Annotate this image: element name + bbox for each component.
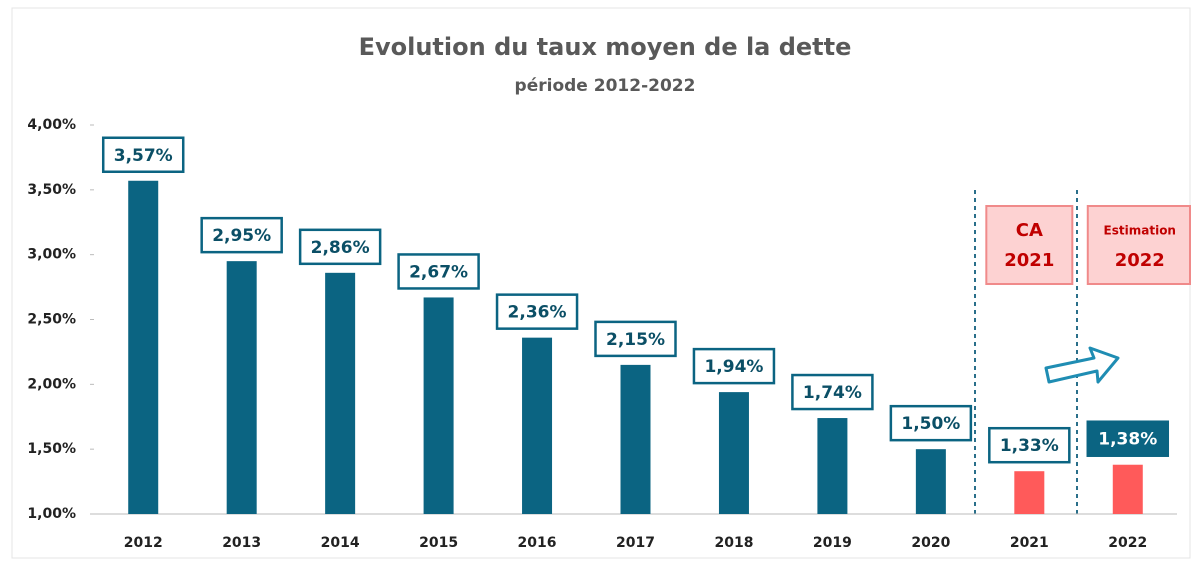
value-label: 1,33% — [1000, 436, 1059, 456]
value-label: 1,74% — [803, 383, 862, 403]
x-tick-label: 2020 — [911, 535, 950, 551]
x-tick-label: 2018 — [714, 535, 753, 551]
x-tick-label: 2019 — [813, 535, 852, 551]
value-label-box — [791, 373, 874, 411]
x-tick-label: 2014 — [321, 535, 360, 551]
value-label-box — [889, 404, 973, 442]
chart-title: Evolution du taux moyen de la dette — [359, 33, 852, 61]
annotation-text: Estimation — [1104, 224, 1176, 238]
value-label-box — [101, 136, 185, 174]
bar — [325, 272, 356, 514]
bar — [226, 261, 257, 514]
value-label: 1,94% — [704, 357, 763, 377]
chart-subtitle: période 2012-2022 — [515, 76, 696, 96]
value-label: 3,57% — [114, 146, 173, 166]
annotation-box — [985, 205, 1074, 285]
value-label: 2,95% — [212, 226, 271, 246]
value-label: 2,86% — [311, 238, 370, 258]
y-tick-label: 3,00% — [27, 247, 76, 263]
bar — [620, 364, 651, 514]
value-label: 2,15% — [606, 330, 665, 350]
y-tick-label: 2,00% — [27, 376, 76, 392]
y-tick-label: 1,00% — [27, 506, 76, 522]
value-label-box — [397, 253, 480, 290]
x-tick-label: 2022 — [1108, 535, 1147, 551]
arrow — [1044, 346, 1120, 384]
y-tick-label: 1,50% — [27, 441, 76, 457]
bar — [423, 297, 454, 514]
bar — [1112, 464, 1143, 514]
x-tick-label: 2017 — [616, 535, 655, 551]
y-tick-label: 4,00% — [27, 117, 76, 133]
value-label-box — [692, 347, 776, 385]
value-label: 1,50% — [901, 414, 960, 434]
bar — [1014, 471, 1045, 514]
bar — [522, 337, 553, 514]
x-tick-label: 2012 — [124, 535, 163, 551]
y-tick-label: 2,50% — [27, 312, 76, 328]
x-tick-label: 2021 — [1010, 535, 1049, 551]
x-tick-label: 2016 — [518, 535, 557, 551]
value-label-box — [200, 216, 283, 254]
value-label: 2,67% — [409, 262, 468, 282]
x-tick-label: 2015 — [419, 535, 458, 551]
annotation-text: 2022 — [1115, 250, 1165, 271]
bar — [817, 418, 848, 514]
value-label-box — [988, 426, 1071, 464]
value-label-box — [1086, 420, 1170, 457]
value-label-box — [594, 320, 677, 358]
value-label: 1,38% — [1098, 430, 1157, 450]
annotation-box — [1086, 205, 1191, 285]
annotation-text: CA — [1016, 220, 1043, 241]
y-tick-label: 3,50% — [27, 182, 76, 198]
value-label-box — [495, 293, 579, 330]
bar — [915, 449, 946, 514]
bar — [128, 180, 159, 515]
value-label-box — [298, 228, 382, 266]
value-label: 2,36% — [508, 303, 567, 323]
bar — [718, 392, 749, 514]
annotation-text: 2021 — [1004, 250, 1054, 271]
x-tick-label: 2013 — [222, 535, 261, 551]
